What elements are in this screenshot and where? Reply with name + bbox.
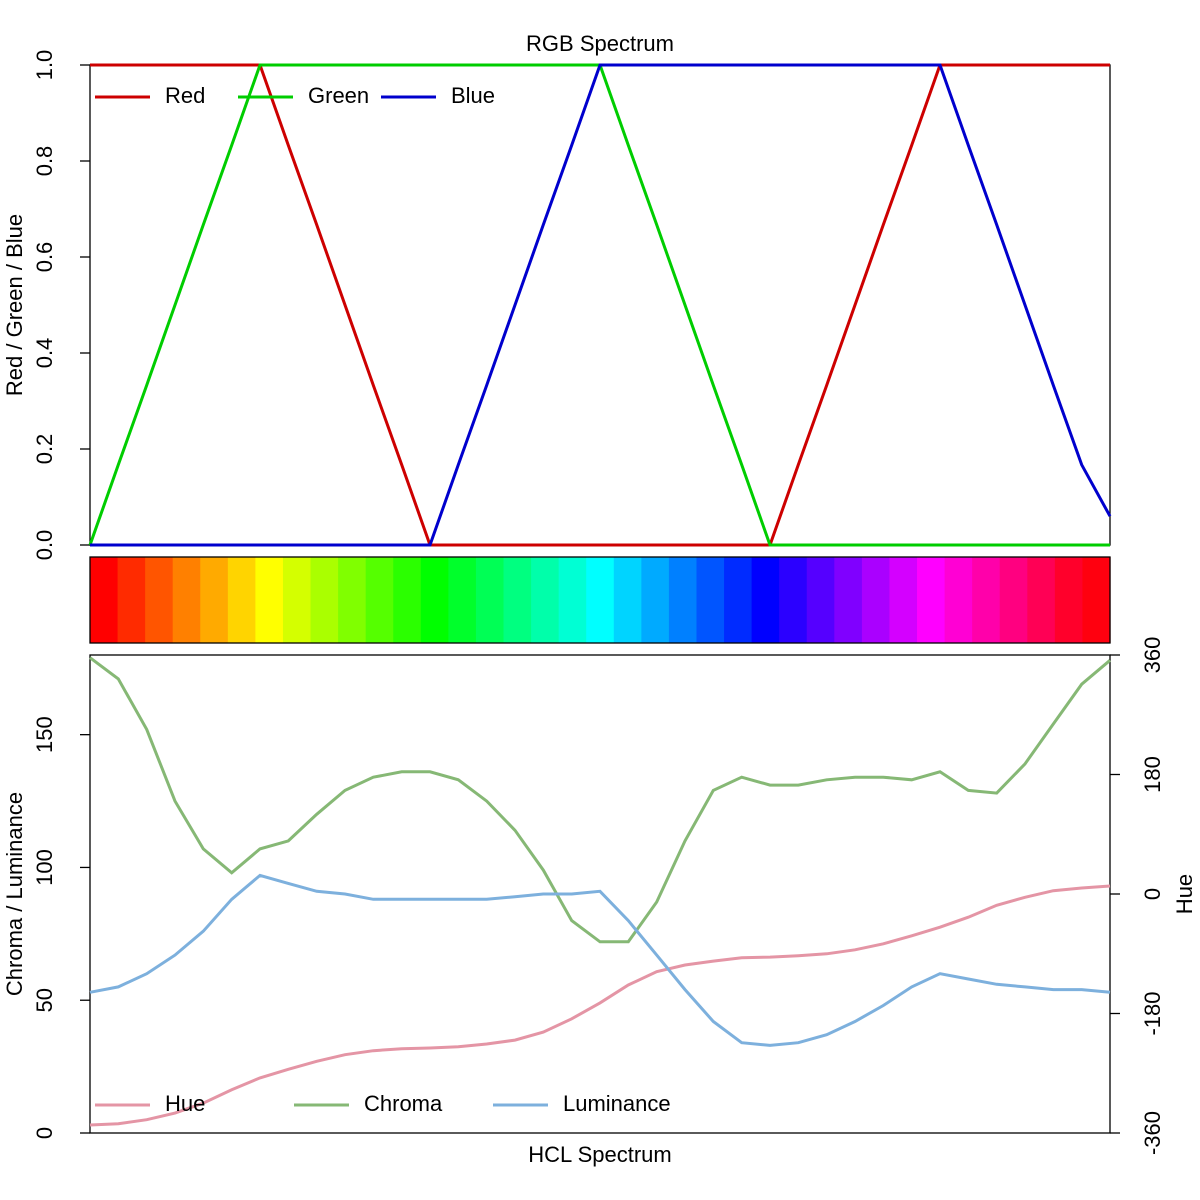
color-swatch xyxy=(668,557,698,643)
y2-tick-label: 180 xyxy=(1140,756,1165,793)
color-swatch xyxy=(889,557,918,643)
series-line xyxy=(88,63,1110,547)
color-swatch xyxy=(338,557,367,643)
y-axis-label: Red / Green / Blue xyxy=(2,214,27,396)
color-swatch xyxy=(972,557,1001,643)
y2-tick-label: -360 xyxy=(1140,1111,1165,1155)
color-swatch xyxy=(558,557,587,643)
chart-title: RGB Spectrum xyxy=(526,31,674,56)
y-tick-label: 0.2 xyxy=(32,434,57,465)
legend-label: Green xyxy=(308,83,369,108)
legend-label: Chroma xyxy=(364,1091,443,1116)
legend-label: Blue xyxy=(451,83,495,108)
series-line xyxy=(89,873,1111,1047)
legend-label: Red xyxy=(165,83,205,108)
color-swatch xyxy=(420,557,449,643)
color-swatch xyxy=(613,557,642,643)
legend-label: Luminance xyxy=(563,1091,671,1116)
series-line xyxy=(90,63,1110,547)
y-tick-label: 0.8 xyxy=(32,146,57,177)
color-swatch xyxy=(724,557,753,643)
color-swatch xyxy=(503,557,532,643)
color-swatch xyxy=(255,557,284,643)
color-swatch xyxy=(227,557,257,643)
color-swatch xyxy=(944,557,973,643)
color-swatch xyxy=(779,557,808,643)
color-swatch xyxy=(641,557,670,643)
color-swatch xyxy=(90,557,119,643)
y-tick-label: 0.0 xyxy=(32,530,57,561)
color-swatch xyxy=(999,557,1028,643)
plot-frame xyxy=(89,64,1111,546)
y-tick-label: 0.4 xyxy=(32,338,57,369)
color-swatch xyxy=(365,557,394,643)
color-swatch xyxy=(172,557,201,643)
color-swatch xyxy=(282,557,312,643)
y2-tick-label: 360 xyxy=(1140,637,1165,674)
y2-axis-label: Hue xyxy=(1172,874,1197,914)
color-swatch xyxy=(696,557,725,643)
y-axis-label: Chroma / Luminance xyxy=(2,792,27,996)
legend-label: Hue xyxy=(165,1091,205,1116)
color-swatch xyxy=(200,557,229,643)
series-line xyxy=(89,884,1111,1127)
y-tick-label: 1.0 xyxy=(32,50,57,81)
y2-tick-label: -180 xyxy=(1140,991,1165,1035)
y-tick-label: 50 xyxy=(32,988,57,1012)
color-swatch xyxy=(310,557,339,643)
series-line xyxy=(90,63,1112,547)
series-line xyxy=(89,656,1111,944)
strip-frame xyxy=(89,556,1111,644)
color-swatch xyxy=(448,557,477,643)
color-swatch xyxy=(1027,557,1056,643)
color-swatch xyxy=(531,557,560,643)
color-swatch xyxy=(751,557,780,643)
y-tick-label: 150 xyxy=(32,716,57,753)
color-swatch xyxy=(917,557,946,643)
y-tick-label: 0 xyxy=(32,1127,57,1139)
y-tick-label: 100 xyxy=(32,849,57,886)
color-swatch xyxy=(393,557,422,643)
color-swatch xyxy=(861,557,891,643)
color-swatch xyxy=(117,557,146,643)
y2-tick-label: 0 xyxy=(1140,888,1165,900)
color-swatch xyxy=(1082,557,1111,643)
color-swatch xyxy=(475,557,505,643)
color-swatch xyxy=(586,557,615,643)
y-tick-label: 0.6 xyxy=(32,242,57,273)
x-axis-label: HCL Spectrum xyxy=(528,1142,671,1167)
color-swatch xyxy=(1054,557,1084,643)
color-swatch xyxy=(834,557,863,643)
color-swatch xyxy=(806,557,835,643)
plot-frame xyxy=(89,654,1111,1134)
color-swatch xyxy=(145,557,174,643)
